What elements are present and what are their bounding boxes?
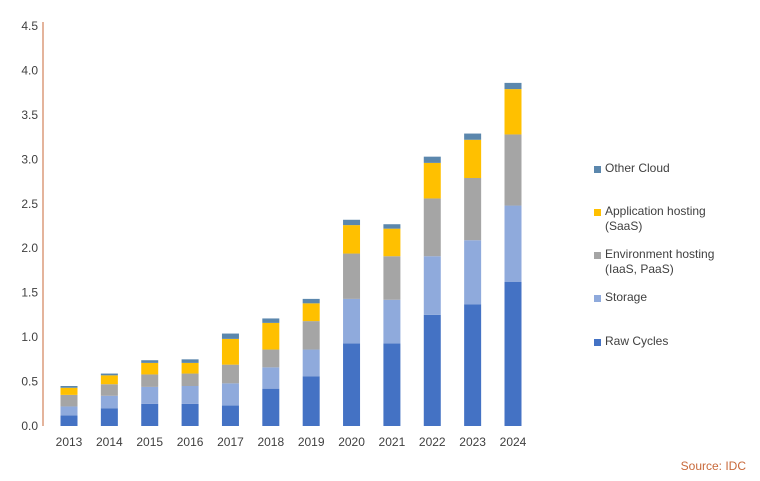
bar-segment xyxy=(302,298,320,304)
bar-segment xyxy=(60,394,78,407)
legend-swatch xyxy=(594,339,601,346)
source-note: Source: IDC xyxy=(680,459,746,473)
bar-segment xyxy=(464,133,482,140)
x-tick-label: 2016 xyxy=(177,435,204,449)
legend-swatch xyxy=(594,252,601,259)
bar-segment xyxy=(464,178,482,241)
bar-segment xyxy=(100,384,118,396)
bar-segment xyxy=(141,360,159,363)
bar-segment xyxy=(141,403,159,426)
bar-segment xyxy=(383,224,401,229)
y-tick-label: 1.0 xyxy=(21,330,38,344)
x-tick-label: 2017 xyxy=(217,435,244,449)
legend-swatch xyxy=(594,166,601,173)
bar-segment xyxy=(60,386,78,388)
x-tick-label: 2018 xyxy=(257,435,284,449)
x-tick-label: 2013 xyxy=(56,435,83,449)
bar-segment xyxy=(262,367,280,389)
bar-segment xyxy=(262,318,280,323)
bar-segment xyxy=(383,299,401,344)
legend: Other Cloud Application hosting (SaaS) Envi… xyxy=(594,161,714,348)
x-axis-ticks: 2013 2014 2015 2016 2017 2018 2019 2020 2021 2022… xyxy=(56,435,527,449)
bar-segment xyxy=(383,256,401,300)
y-axis-ticks: 0.0 0.5 1.0 1.5 2.0 2.5 3.0 3.5 4.0 4.5 xyxy=(21,19,38,433)
bar-segment xyxy=(343,225,361,254)
bar-segment xyxy=(504,134,522,206)
y-tick-label: 4.0 xyxy=(21,63,38,77)
legend-swatch xyxy=(594,295,601,302)
legend-label: Other Cloud xyxy=(605,161,670,175)
bar-segment xyxy=(504,205,522,282)
bar-segment xyxy=(302,303,320,322)
legend-label: Application hosting (SaaS) xyxy=(605,204,706,233)
y-tick-label: 2.0 xyxy=(21,241,38,255)
bar-segment xyxy=(181,362,199,374)
bar-segment xyxy=(221,338,239,365)
bar-segment xyxy=(302,321,320,350)
bar-segment xyxy=(181,403,199,426)
bar-segment xyxy=(423,314,441,426)
y-tick-label: 3.5 xyxy=(21,108,38,122)
bar-segment xyxy=(464,304,482,426)
bar-segment xyxy=(504,89,522,135)
bar-segment xyxy=(262,349,280,368)
bar-segment xyxy=(302,349,320,377)
bar-segment xyxy=(181,386,199,404)
bar-segment xyxy=(343,253,361,299)
bar-segment xyxy=(423,156,441,163)
y-tick-label: 0.0 xyxy=(21,419,38,433)
bar-segment xyxy=(100,408,118,426)
bar-segment xyxy=(423,256,441,315)
x-tick-label: 2020 xyxy=(338,435,365,449)
bar-segment xyxy=(504,282,522,426)
bar-segment xyxy=(141,374,159,387)
bar-segment xyxy=(181,373,199,386)
legend-swatch xyxy=(594,209,601,216)
bar-segment xyxy=(141,362,159,375)
bar-segment xyxy=(464,139,482,178)
y-tick-label: 3.0 xyxy=(21,152,38,166)
bar-segment xyxy=(423,198,441,257)
x-tick-label: 2019 xyxy=(298,435,325,449)
y-tick-label: 2.5 xyxy=(21,197,38,211)
bar-segment xyxy=(100,395,118,409)
bar-segment xyxy=(60,415,78,426)
y-tick-label: 4.5 xyxy=(21,19,38,33)
x-tick-label: 2021 xyxy=(379,435,406,449)
bar-segment xyxy=(60,387,78,395)
bar-segment xyxy=(423,162,441,199)
x-tick-label: 2022 xyxy=(419,435,446,449)
bar-segment xyxy=(221,383,239,406)
bar-segment xyxy=(302,376,320,426)
bar-segment xyxy=(100,375,118,385)
bar-segment xyxy=(383,228,401,257)
bar-segment xyxy=(262,388,280,426)
bar-segment xyxy=(504,82,522,90)
bar-segment xyxy=(60,406,78,416)
bar-segment xyxy=(343,343,361,426)
y-tick-label: 0.5 xyxy=(21,375,38,389)
bar-segment xyxy=(343,219,361,226)
legend-label: Raw Cycles xyxy=(605,334,668,348)
bar-segment xyxy=(141,386,159,404)
bar-segment xyxy=(100,373,118,376)
bars-group xyxy=(60,82,522,426)
y-tick-label: 1.5 xyxy=(21,286,38,300)
legend-label: Storage xyxy=(605,290,647,304)
bar-segment xyxy=(221,364,239,384)
bar-segment xyxy=(221,333,239,339)
legend-label: Environment hosting (IaaS, PaaS) xyxy=(605,247,714,276)
x-tick-label: 2014 xyxy=(96,435,123,449)
x-tick-label: 2015 xyxy=(136,435,163,449)
bar-segment xyxy=(383,343,401,426)
x-tick-label: 2024 xyxy=(500,435,527,449)
bar-segment xyxy=(464,240,482,305)
bar-segment xyxy=(221,405,239,426)
bar-segment xyxy=(262,322,280,350)
x-tick-label: 2023 xyxy=(459,435,486,449)
bar-segment xyxy=(181,359,199,363)
bar-segment xyxy=(343,298,361,344)
